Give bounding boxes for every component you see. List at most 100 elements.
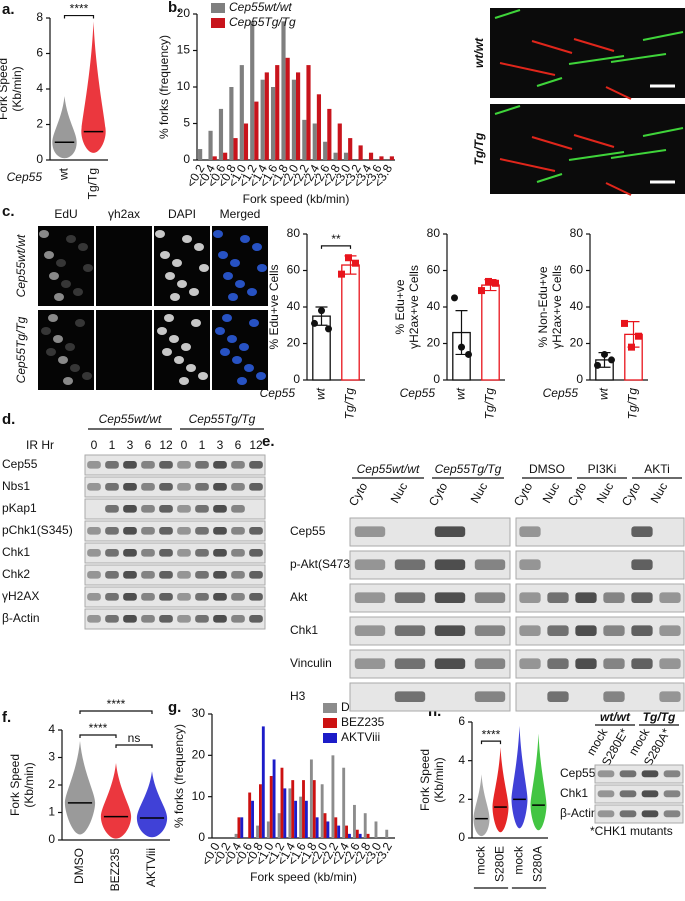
nucleus [170, 293, 180, 301]
y-tick-label: 10 [192, 789, 206, 803]
band [631, 559, 653, 571]
nucleus [239, 343, 249, 351]
lane-label: Nuc [468, 480, 491, 505]
y-tick-label: 0 [576, 372, 583, 386]
band [177, 527, 191, 535]
fiber [536, 173, 563, 183]
bar [269, 776, 273, 838]
bar [368, 152, 374, 160]
nucleus [252, 243, 262, 251]
data-point [608, 356, 615, 364]
band [547, 691, 569, 703]
band [354, 625, 386, 637]
x-axis-label: Fork speed (kb/min) [250, 870, 357, 884]
fiber [610, 53, 667, 63]
blot-strip [84, 476, 266, 498]
band [159, 615, 173, 623]
nucleus [169, 335, 179, 343]
blot-note: *CHK1 mutants [590, 824, 673, 838]
band [603, 658, 625, 670]
bar [337, 123, 342, 160]
blot-strip [84, 586, 266, 608]
bar [294, 800, 298, 838]
band [434, 559, 466, 571]
bar [312, 780, 316, 838]
dot-cloud [136, 771, 168, 838]
band [474, 592, 506, 604]
x-tick-label: DMSO [72, 848, 86, 884]
fiber-image [490, 8, 685, 98]
band [354, 526, 386, 538]
band [141, 461, 155, 469]
x-tick-label: mock [474, 845, 488, 875]
band [123, 593, 137, 601]
blot-strip [594, 804, 684, 824]
y-axis-label: (Kb/min) [22, 762, 36, 807]
band [105, 483, 119, 491]
y-tick-label: 20 [177, 6, 191, 20]
y-axis-label: Fork Speed [0, 58, 10, 120]
nucleus [199, 264, 209, 272]
bar [237, 817, 241, 838]
blot-strip [515, 649, 685, 679]
y-axis-label: Fork Speed [418, 749, 432, 811]
band [354, 559, 386, 571]
fiber [573, 38, 615, 52]
band [631, 592, 653, 604]
y-axis-label: % Non-Edu+ve [536, 266, 550, 347]
nucleus [222, 314, 232, 322]
nucleus [160, 251, 170, 259]
lane-label: Cyto [346, 480, 371, 509]
band [141, 593, 155, 601]
data-point [594, 361, 601, 369]
row-label: Cep55 [560, 766, 596, 780]
band [123, 549, 137, 557]
band [177, 593, 191, 601]
bar [358, 145, 363, 160]
x-tick-label: BEZ235 [108, 848, 122, 892]
row-label: Chk1 [2, 545, 30, 559]
fiber [642, 127, 684, 137]
band [87, 615, 101, 623]
fiber [568, 151, 625, 161]
band [231, 549, 245, 557]
band [575, 658, 597, 670]
bar [299, 796, 303, 838]
band [141, 549, 155, 557]
y-axis-label: (Kb/min) [10, 66, 24, 111]
lane-label: 3 [127, 438, 134, 452]
y-tick-label: 20 [192, 748, 206, 762]
band [659, 658, 681, 670]
panel-label: a. [2, 1, 15, 18]
bar [323, 813, 327, 838]
bar [348, 138, 353, 160]
bar [248, 792, 252, 838]
y-tick-label: 15 [177, 43, 191, 57]
y-tick-label: 60 [570, 263, 584, 277]
y-axis-label: (Kb/min) [432, 757, 446, 802]
nucleus [230, 259, 240, 267]
band [123, 505, 137, 513]
nucleus [237, 377, 247, 385]
nucleus [228, 293, 238, 301]
row-label: β-Actin [2, 611, 40, 625]
nucleus [65, 343, 75, 351]
bar [212, 156, 217, 160]
legend-label: Cep55Tg/Tg [229, 15, 296, 29]
band [105, 549, 119, 557]
band [213, 615, 227, 623]
y-tick-label: 5 [183, 116, 190, 130]
band [195, 549, 209, 557]
data-point [338, 270, 345, 278]
legend-label: Cep55wt/wt [229, 0, 292, 14]
nucleus [174, 356, 184, 364]
row-label: γH2AX [2, 589, 39, 603]
band [195, 527, 209, 535]
y-tick-label: 0 [198, 830, 205, 844]
band [547, 658, 569, 670]
bar [243, 123, 249, 160]
band [177, 461, 191, 469]
y-tick-label: 0 [293, 372, 300, 386]
band [434, 526, 466, 538]
data-point [628, 343, 635, 351]
